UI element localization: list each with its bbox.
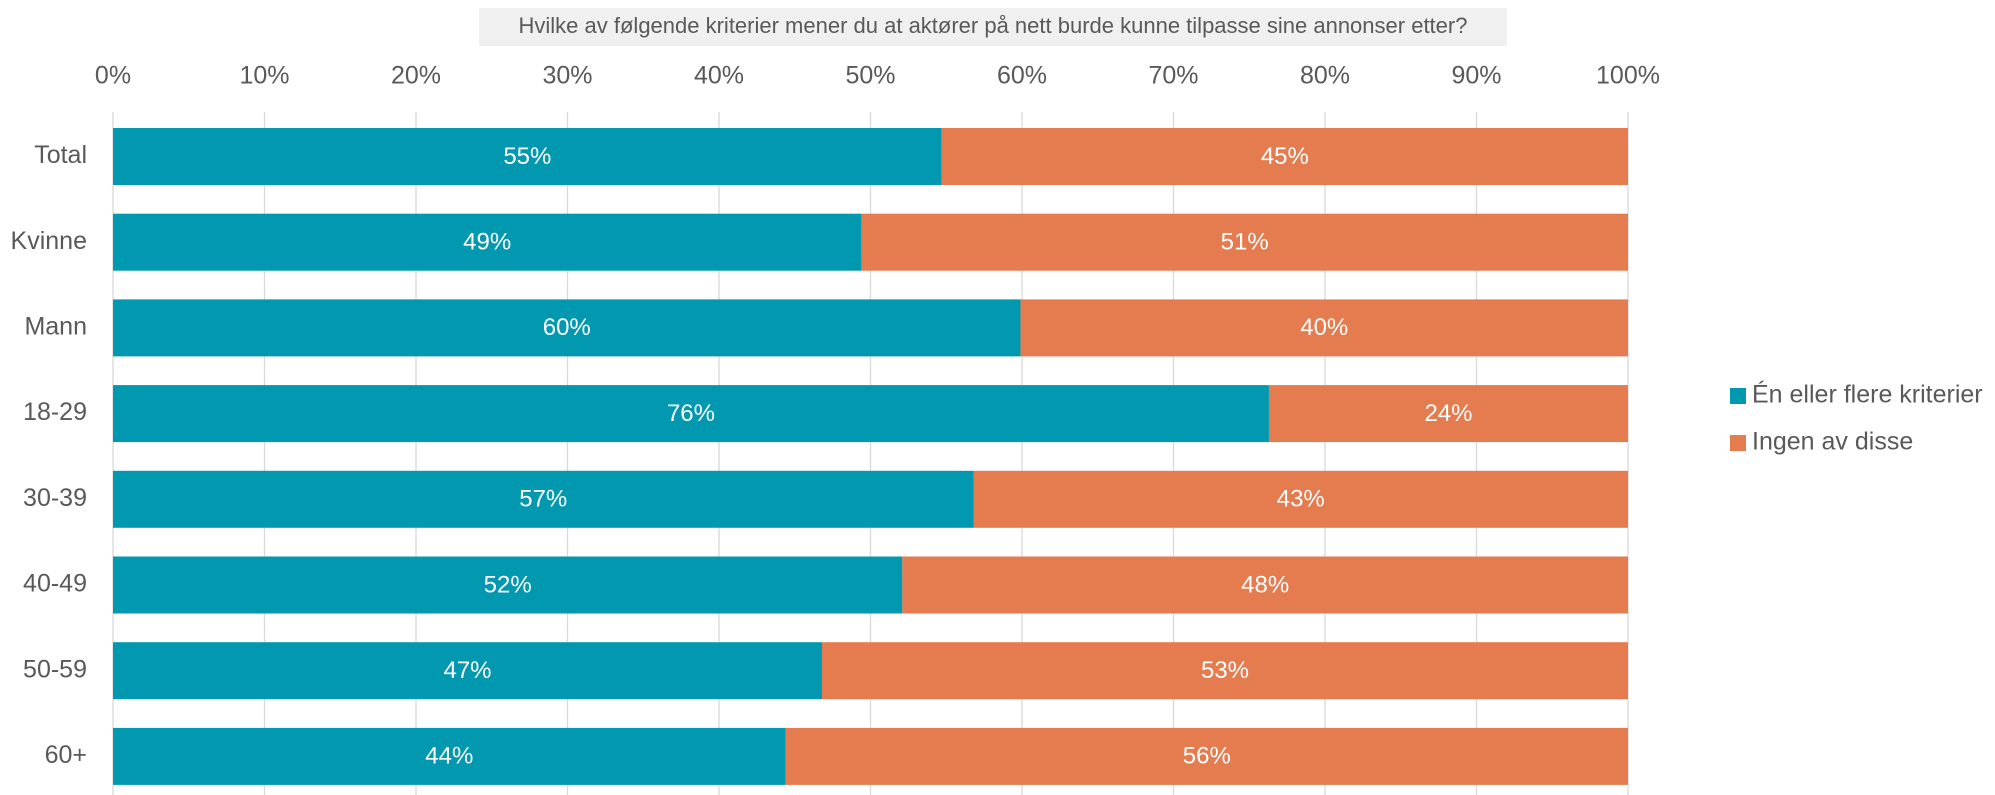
bar-segment [113,213,862,271]
bar-segment [973,470,1628,528]
bar-segment [1020,299,1628,357]
data-label: 51% [1221,229,1269,256]
x-tick-label: 100% [1596,62,1660,90]
bar-segment [113,642,823,700]
legend-swatch [1730,435,1746,451]
data-label: 43% [1277,486,1325,513]
chart-title: Hvilke av følgende kriterier mener du at… [519,13,1468,38]
x-tick-label: 10% [239,62,289,90]
y-tick-label: Mann [24,313,87,341]
legend-label: Én eller flere kriterier [1752,380,1983,409]
x-tick-label: 0% [95,62,131,90]
data-label: 56% [1183,743,1231,770]
bar-segment [113,128,942,185]
x-tick-label: 20% [391,62,441,90]
y-tick-label: 60+ [45,741,87,769]
bar-segment [113,299,1021,357]
bar-segment [1268,385,1628,443]
data-label: 47% [443,657,491,684]
y-tick-label: Total [34,141,87,169]
bar-segment [941,128,1628,185]
y-tick-label: 40-49 [23,570,87,598]
x-tick-label: 50% [845,62,895,90]
data-label: 48% [1241,571,1289,598]
data-label: 60% [543,314,591,341]
legend-label: Ingen av disse [1752,428,1913,456]
bar-segment [822,642,1628,700]
x-tick-label: 30% [542,62,592,90]
title-background [479,8,1507,46]
bar-segment [113,727,786,785]
x-tick-label: 60% [997,62,1047,90]
legend-swatch [1730,388,1746,404]
bar-segment [113,470,974,528]
x-tick-label: 70% [1148,62,1198,90]
data-label: 53% [1201,657,1249,684]
bar-segment [113,385,1269,443]
y-tick-label: Kvinne [11,227,87,255]
data-label: 55% [503,143,551,170]
y-tick-label: 30-39 [23,484,87,512]
data-label: 45% [1261,143,1309,170]
bar-segment [785,727,1628,785]
data-label: 44% [425,743,473,770]
data-label: 24% [1424,400,1472,427]
y-tick-label: 50-59 [23,655,87,683]
x-tick-label: 90% [1451,62,1501,90]
y-tick-label: 18-29 [23,398,87,426]
x-tick-label: 40% [694,62,744,90]
data-label: 52% [484,571,532,598]
bar-segment [902,556,1628,614]
bar-segment [861,213,1628,271]
data-label: 76% [667,400,715,427]
data-label: 40% [1300,314,1348,341]
data-label: 49% [463,229,511,256]
x-tick-label: 80% [1300,62,1350,90]
bar-segment [113,556,903,614]
data-label: 57% [519,486,567,513]
